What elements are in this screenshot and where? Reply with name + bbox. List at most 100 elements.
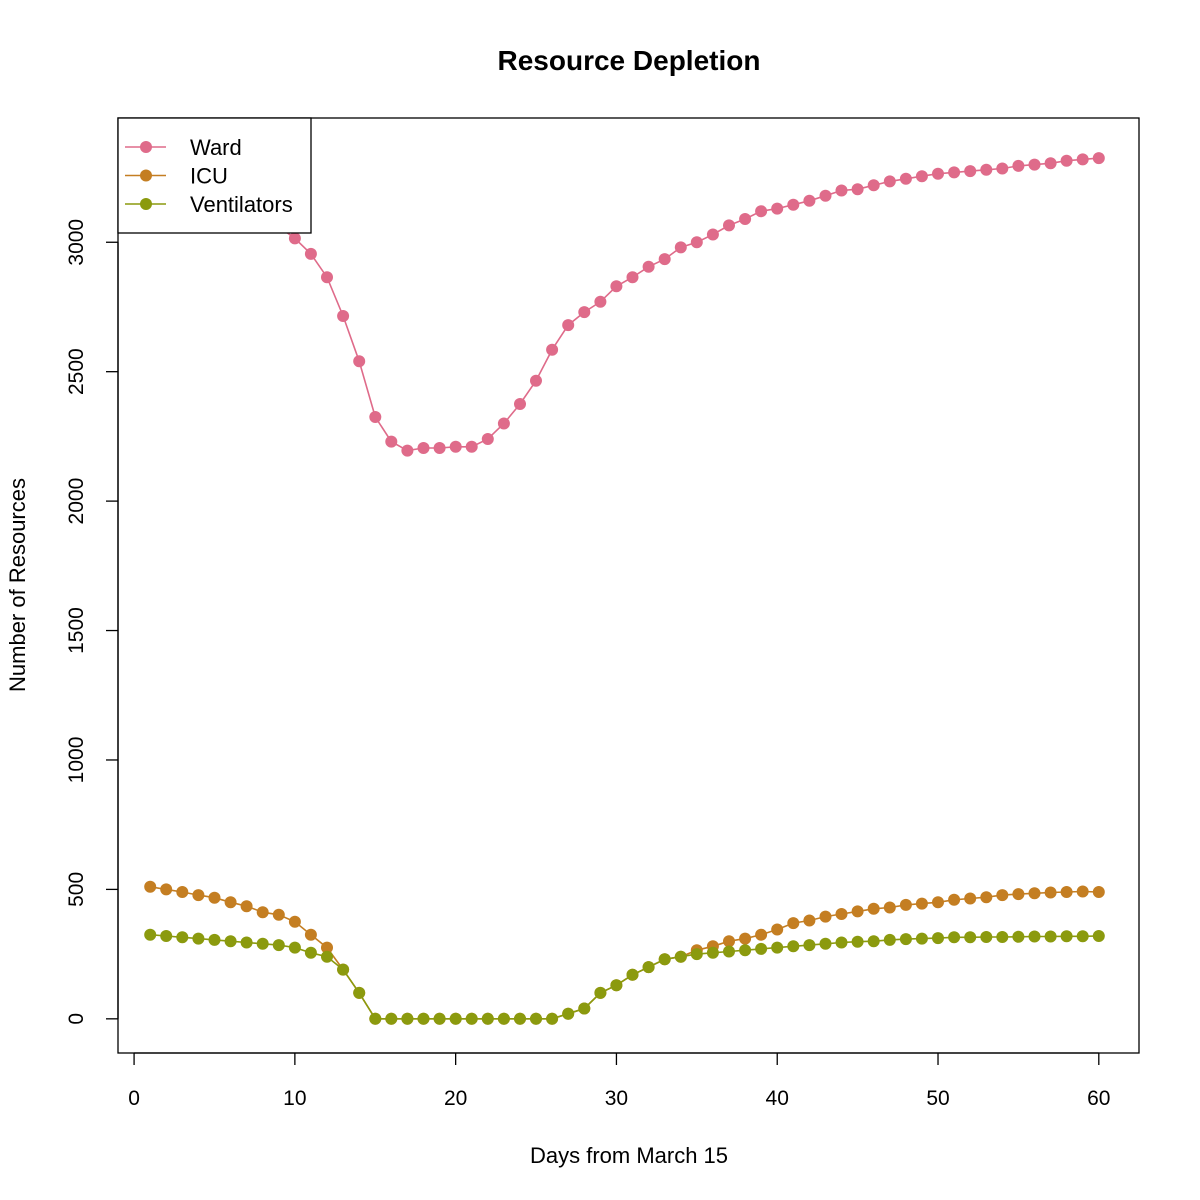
y-tick-label: 2000	[65, 478, 88, 525]
x-tick-label: 40	[766, 1087, 789, 1110]
data-point	[594, 295, 607, 308]
data-point	[1092, 930, 1105, 942]
data-point	[1076, 153, 1089, 166]
y-axis: 0 500 1000 1500 2000 2500 3000	[65, 219, 119, 1025]
data-point	[819, 910, 832, 923]
data-point	[819, 937, 832, 950]
data-point	[465, 1012, 478, 1025]
data-point	[1060, 886, 1073, 898]
data-point	[594, 986, 607, 999]
series-layer	[144, 152, 1105, 1025]
data-point	[385, 1012, 398, 1025]
data-point	[304, 946, 317, 959]
data-point	[481, 1012, 494, 1025]
data-point	[771, 202, 784, 215]
legend-marker	[140, 169, 152, 182]
data-point	[1060, 154, 1073, 167]
data-point	[192, 932, 205, 945]
data-point	[915, 170, 928, 183]
data-point	[224, 935, 237, 948]
data-point	[706, 228, 719, 241]
data-point	[1044, 886, 1057, 899]
data-point	[771, 923, 784, 936]
data-point	[915, 897, 928, 910]
data-point	[433, 1012, 446, 1025]
data-point	[562, 319, 575, 332]
data-point	[1028, 930, 1041, 943]
data-point	[610, 280, 623, 293]
data-point	[240, 936, 253, 949]
data-point	[867, 902, 880, 915]
data-point	[915, 932, 928, 945]
data-point	[1012, 930, 1025, 943]
data-point	[304, 928, 317, 941]
data-point	[497, 1012, 510, 1025]
data-point	[321, 271, 333, 284]
legend-label: Ward	[190, 135, 242, 160]
y-tick-label: 3000	[65, 219, 88, 266]
data-point	[932, 932, 944, 945]
data-point	[739, 944, 752, 957]
data-point	[787, 917, 800, 930]
x-tick-label: 10	[283, 1087, 306, 1110]
data-point	[771, 941, 784, 954]
data-point	[980, 891, 993, 904]
data-point	[401, 1012, 414, 1025]
data-point	[626, 968, 639, 981]
data-point	[288, 941, 301, 954]
data-point	[353, 355, 366, 368]
data-point	[1012, 159, 1025, 172]
data-point	[481, 433, 494, 445]
x-axis: 0 10 20 30 40 50 60	[128, 1052, 1110, 1110]
data-point	[835, 936, 848, 949]
data-point	[867, 179, 880, 192]
data-point	[546, 343, 559, 356]
data-point	[1060, 930, 1073, 943]
data-point	[224, 896, 237, 909]
data-point	[642, 260, 655, 273]
data-point	[706, 946, 719, 959]
data-point	[899, 172, 912, 185]
data-point	[514, 398, 526, 410]
data-point	[401, 444, 414, 457]
data-point	[658, 953, 671, 966]
x-tick-label: 20	[444, 1087, 467, 1110]
data-point	[1028, 887, 1041, 900]
legend: Ward ICU Ventilators	[117, 117, 312, 234]
legend-label: ICU	[190, 164, 228, 189]
x-tick-label: 50	[926, 1087, 949, 1110]
data-point	[208, 933, 221, 946]
y-tick-label: 1000	[65, 737, 88, 784]
legend-item: Ventilators	[125, 192, 293, 217]
data-point	[497, 417, 510, 430]
data-point	[996, 931, 1009, 943]
data-point	[948, 166, 961, 179]
data-point	[723, 219, 735, 232]
data-point	[739, 932, 752, 945]
data-point	[449, 1012, 462, 1025]
data-point	[256, 937, 269, 950]
data-point	[626, 271, 639, 284]
data-point	[642, 961, 655, 974]
data-point	[256, 906, 269, 919]
data-point	[803, 914, 816, 927]
data-point	[674, 241, 687, 254]
data-point	[787, 940, 800, 953]
x-tick-label: 30	[605, 1087, 628, 1110]
data-point	[144, 880, 157, 893]
data-point	[1044, 930, 1057, 943]
data-point	[658, 253, 671, 266]
data-point	[530, 374, 542, 387]
y-tick-label: 0	[65, 1013, 88, 1025]
data-point	[996, 889, 1009, 902]
data-point	[690, 948, 703, 961]
data-point	[932, 896, 944, 909]
data-point	[272, 939, 285, 952]
data-point	[787, 198, 800, 211]
data-point	[369, 1012, 382, 1025]
data-point	[803, 194, 816, 207]
data-point	[739, 213, 752, 225]
data-point	[1076, 930, 1089, 943]
data-point	[835, 908, 848, 920]
